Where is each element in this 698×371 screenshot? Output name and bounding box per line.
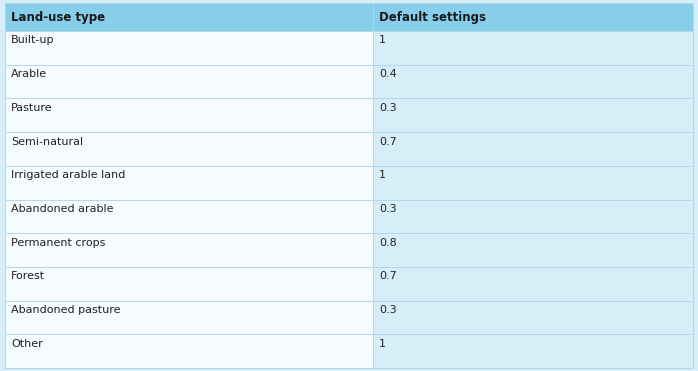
Bar [373,200,693,233]
Bar [5,334,373,368]
Bar [373,166,693,200]
Text: 0.7: 0.7 [379,137,397,147]
Text: 1: 1 [379,36,386,45]
Bar [373,31,693,65]
Bar [373,65,693,98]
Bar [5,200,373,233]
Bar [373,233,693,267]
Bar [5,301,373,334]
Text: Default settings: Default settings [379,10,486,23]
Text: Permanent crops: Permanent crops [11,238,105,247]
Bar [5,3,693,31]
Bar [5,233,373,267]
Bar [373,132,693,166]
Bar [5,166,373,200]
Text: Other: Other [11,339,43,349]
Text: Abandoned pasture: Abandoned pasture [11,305,121,315]
Bar [5,31,373,65]
Text: Built-up: Built-up [11,36,54,45]
Text: 0.8: 0.8 [379,238,397,247]
Text: 1: 1 [379,339,386,349]
Text: Abandoned arable: Abandoned arable [11,204,114,214]
Text: 0.3: 0.3 [379,103,396,113]
Text: 1: 1 [379,170,386,180]
Text: Irrigated arable land: Irrigated arable land [11,170,126,180]
Text: Forest: Forest [11,271,45,281]
Bar [5,98,373,132]
Text: 0.4: 0.4 [379,69,397,79]
Bar [373,267,693,301]
Text: 0.3: 0.3 [379,204,396,214]
Bar [373,334,693,368]
Bar [373,98,693,132]
Bar [5,65,373,98]
Bar [5,267,373,301]
Bar [373,301,693,334]
Text: Pasture: Pasture [11,103,52,113]
Text: 0.3: 0.3 [379,305,396,315]
Text: Arable: Arable [11,69,47,79]
Text: Semi-natural: Semi-natural [11,137,83,147]
Bar [5,132,373,166]
Text: Land-use type: Land-use type [11,10,105,23]
Text: 0.7: 0.7 [379,271,397,281]
